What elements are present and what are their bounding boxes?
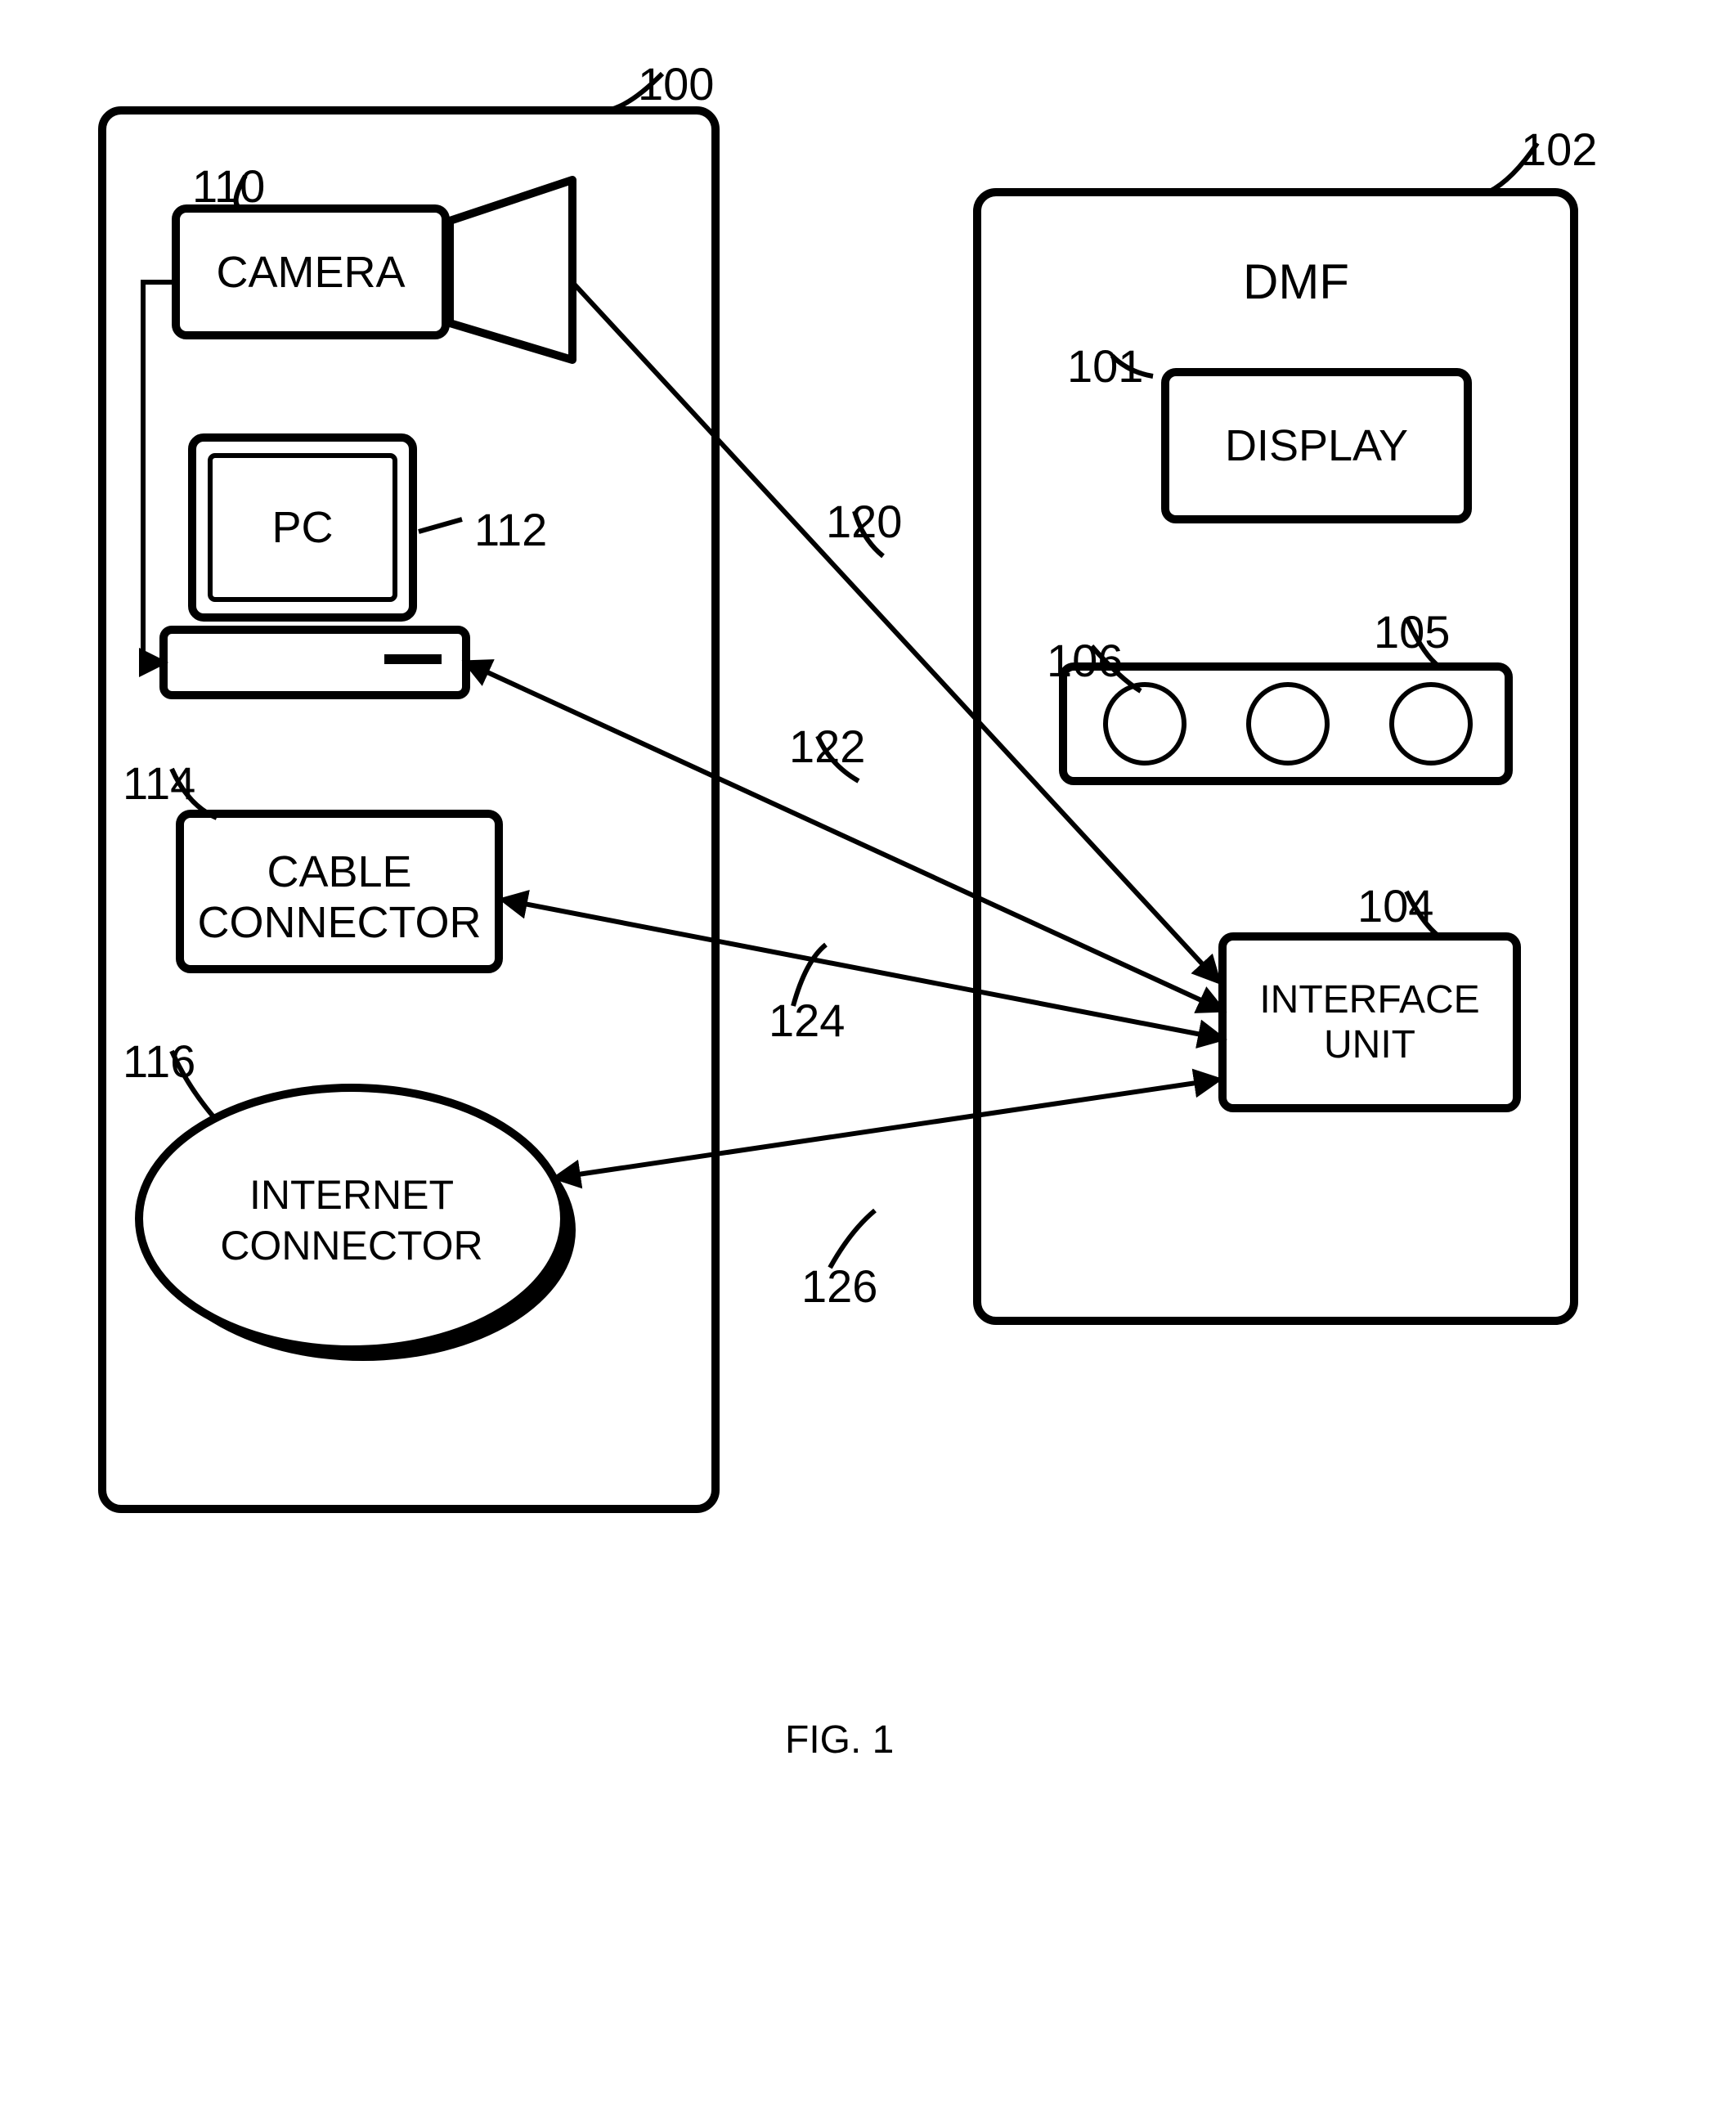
interface-unit-label-2: UNIT [1324,1023,1415,1066]
ref-126: 126 [801,1260,877,1313]
camera-node: CAMERA [172,204,450,339]
ref-105: 105 [1374,605,1450,658]
interface-unit-node: INTERFACE UNIT [1218,932,1521,1112]
camera-label: CAMERA [216,247,405,298]
button-panel-node [1059,662,1513,785]
ref-110: 110 [192,159,265,213]
cable-connector-label-2: CONNECTOR [197,898,481,947]
interface-unit-label-1: INTERFACE [1259,978,1479,1022]
ref-116: 116 [123,1035,195,1088]
ref-114: 114 [123,757,195,810]
ref-106: 106 [1047,634,1123,687]
dmf-title: DMF [1243,254,1349,310]
ref-112: 112 [474,503,547,556]
ref-100: 100 [638,57,714,110]
ref-124: 124 [769,994,845,1047]
ref-101: 101 [1067,339,1143,393]
cable-connector-node: CABLE CONNECTOR [176,810,503,973]
display-label: DISPLAY [1225,420,1408,471]
figure-label: FIG. 1 [785,1718,894,1762]
display-node: DISPLAY [1161,368,1472,523]
ref-104: 104 [1357,879,1433,932]
cable-connector-label-1: CABLE [267,847,411,896]
ref-102: 102 [1521,123,1597,176]
ref-120: 120 [826,495,902,548]
ref-122: 122 [789,720,865,773]
